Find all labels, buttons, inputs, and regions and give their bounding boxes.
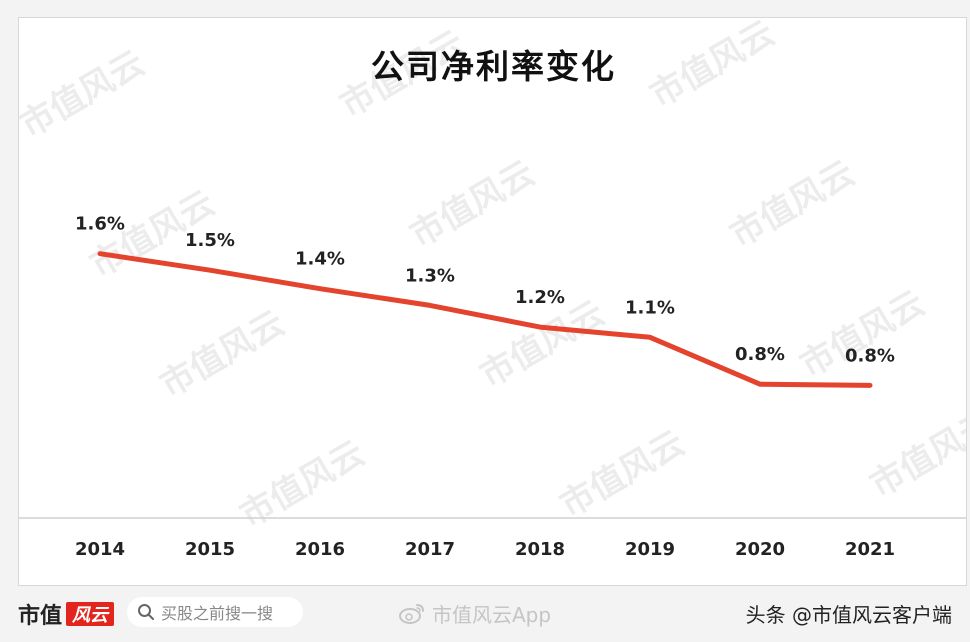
brand[interactable]: 市值 风云 bbox=[18, 598, 115, 630]
data-label: 1.5% bbox=[185, 230, 235, 251]
watermark-text: 市值风云 bbox=[864, 403, 968, 506]
data-label: 1.4% bbox=[295, 249, 345, 270]
watermark-text: 市值风云 bbox=[404, 153, 542, 256]
data-label: 1.2% bbox=[515, 287, 565, 308]
chart-card: 市值风云 市值风云 市值风云 市值风云 市值风云 市值风云 市值风云 市值风云 市值风云 市值风云… bbox=[18, 17, 967, 586]
x-tick-labels: 2014 2015 2016 2017 2018 2019 2020 2021 bbox=[75, 539, 895, 560]
x-tick-label: 2016 bbox=[295, 539, 345, 560]
data-label: 1.1% bbox=[625, 297, 675, 318]
series-line bbox=[97, 251, 873, 388]
x-tick-label: 2019 bbox=[625, 539, 675, 560]
chart-title: 公司净利率变化 bbox=[371, 47, 616, 86]
weibo-credit: 市值风云App bbox=[398, 598, 551, 628]
brand-name: 市值 bbox=[18, 603, 63, 629]
weibo-text: 市值风云App bbox=[432, 602, 552, 627]
x-tick-label: 2021 bbox=[845, 539, 895, 560]
data-label: 0.8% bbox=[845, 345, 895, 366]
watermark-text: 市值风云 bbox=[234, 433, 372, 536]
x-tick-label: 2017 bbox=[405, 539, 455, 560]
search-placeholder: 买股之前搜一搜 bbox=[161, 604, 274, 623]
x-tick-label: 2015 bbox=[185, 539, 235, 560]
watermark-text: 市值风云 bbox=[154, 303, 292, 406]
watermark-text: 市值风云 bbox=[724, 153, 862, 256]
x-tick-label: 2014 bbox=[75, 539, 125, 560]
x-tick-label: 2020 bbox=[735, 539, 785, 560]
search-icon bbox=[138, 604, 154, 620]
source-credit: 头条 @市值风云客户端 bbox=[745, 602, 952, 627]
x-tick-label: 2018 bbox=[515, 539, 565, 560]
data-labels: 1.6% 1.5% 1.4% 1.3% 1.2% 1.1% 0.8% 0.8% bbox=[75, 214, 895, 367]
data-label: 0.8% bbox=[735, 344, 785, 365]
footer-bar: 市值 风云 买股之前搜一搜 市值风云App 头条 @市值风云客户端 bbox=[0, 590, 970, 642]
weibo-icon bbox=[399, 604, 424, 624]
watermark-text: 市值风云 bbox=[474, 293, 612, 396]
search-bar[interactable]: 买股之前搜一搜 bbox=[127, 597, 303, 627]
watermark-text: 市值风云 bbox=[554, 423, 692, 526]
data-label: 1.3% bbox=[405, 265, 455, 286]
data-label: 1.6% bbox=[75, 214, 125, 235]
brand-logo: 风云 bbox=[66, 602, 115, 626]
watermark-text: 市值风云 bbox=[794, 283, 932, 386]
